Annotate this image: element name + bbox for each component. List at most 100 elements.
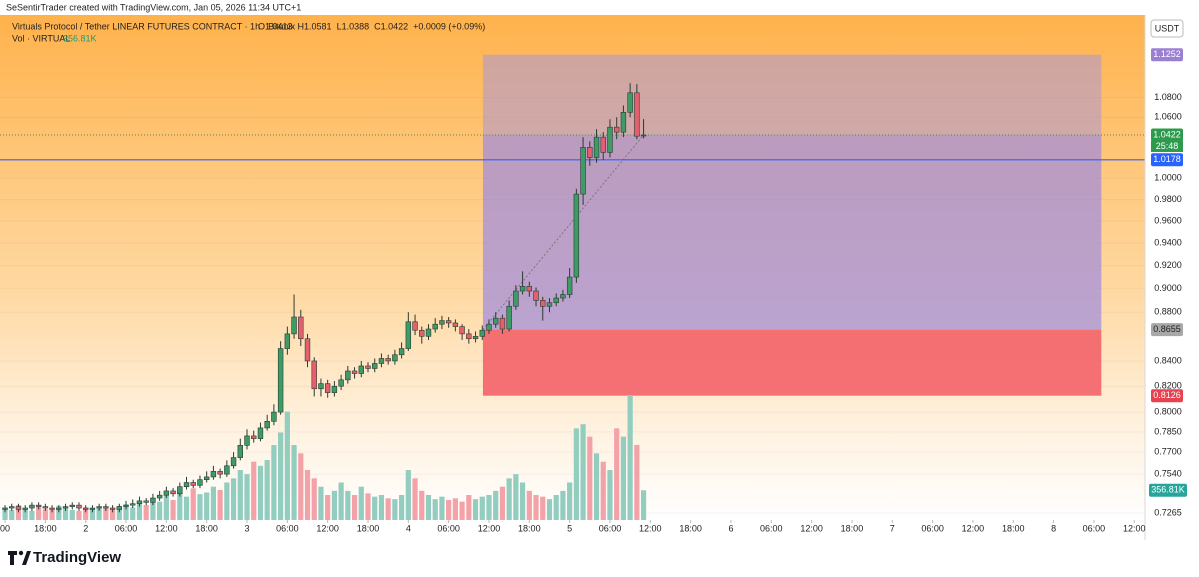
volume-bar: [76, 510, 82, 520]
volume-bar: [150, 498, 156, 520]
volume-bar: [116, 505, 122, 520]
x-tick-label: 06:00: [599, 523, 622, 533]
price-label-box: [1151, 153, 1183, 167]
volume-bar: [567, 482, 573, 520]
x-tick-label: 06:00: [115, 523, 138, 533]
volume-bar: [157, 501, 163, 520]
volume-bar: [600, 461, 606, 520]
ohlc-value: C1.0422: [374, 21, 408, 31]
candle-body: [56, 507, 62, 510]
x-tick-label: 8: [1051, 523, 1056, 533]
candle-body: [183, 482, 190, 488]
candle-body: [593, 136, 600, 158]
volume-bar: [190, 488, 196, 520]
price-label: 0.8655: [1153, 324, 1181, 334]
currency[interactable]: USDT: [1155, 23, 1180, 33]
open-profit-zone: [482, 134, 1102, 330]
countdown: 25:48: [1156, 141, 1179, 151]
volume-bar: [634, 445, 640, 520]
volume-bar: [224, 482, 230, 520]
volume-bar: [533, 495, 539, 520]
volume-bar: [553, 495, 559, 520]
candle-body: [345, 370, 351, 381]
x-tick-label: 2: [83, 523, 88, 533]
volume-bar: [372, 496, 378, 520]
candle-body: [62, 506, 69, 509]
currency-box[interactable]: [1150, 19, 1184, 38]
ohlc-value: O1.0413: [258, 21, 293, 31]
candle-body: [452, 322, 459, 327]
volume-bar: [22, 508, 28, 520]
candle-body: [533, 290, 539, 301]
x-tick-label: 12:00: [639, 523, 662, 533]
volume-bar: [519, 482, 526, 520]
candle-body: [277, 348, 284, 413]
candle-body: [190, 482, 196, 486]
volume-bar: [170, 500, 176, 520]
candle-body: [163, 490, 170, 496]
volume-bar: [136, 503, 143, 520]
candle-body: [150, 497, 156, 503]
y-tick-label: 0.7700: [1154, 447, 1182, 457]
candle-body: [365, 365, 371, 369]
volume-value: 356.81K: [63, 33, 97, 43]
price-label: 1.1252: [1153, 49, 1181, 59]
volume-bar: [109, 510, 116, 520]
volume-bar: [412, 478, 418, 520]
volume-bar: [251, 461, 257, 520]
candle-body: [600, 136, 606, 153]
x-tick-label: 12:00: [800, 523, 823, 533]
volume-bar: [506, 478, 512, 520]
volume-bar: [197, 494, 203, 520]
candle-body: [479, 329, 485, 337]
volume-bar: [298, 453, 304, 520]
candle-body: [177, 486, 183, 495]
candle-body: [486, 323, 492, 331]
y-tick-label: 0.9800: [1154, 194, 1182, 204]
volume-bar: [493, 490, 499, 520]
volume-bar: [96, 506, 102, 520]
candle-body: [640, 134, 647, 137]
volume-bar: [311, 478, 317, 520]
candle-body: [493, 317, 499, 325]
candle-body: [425, 328, 432, 337]
candle-body: [251, 435, 257, 439]
volume-bar: [69, 510, 75, 520]
candle-body: [338, 379, 344, 387]
candle-body: [217, 471, 223, 475]
volume-bar: [237, 470, 243, 520]
volume-bar: [230, 478, 237, 520]
candle-body: [392, 354, 398, 362]
price-label-box: [1151, 48, 1183, 62]
volume-bar: [452, 498, 458, 520]
candle-body: [89, 507, 96, 510]
volume-bar: [183, 496, 190, 520]
candle-body: [116, 506, 123, 510]
volume-bar: [439, 496, 445, 520]
candle-body: [358, 365, 364, 374]
candle-body: [291, 316, 297, 335]
y-tick-label: 1.0000: [1154, 173, 1182, 183]
candle-body: [29, 504, 35, 509]
volume-bar: [472, 499, 479, 520]
x-tick-label: 18:00: [1002, 523, 1025, 533]
volume-bar: [9, 510, 15, 520]
candle-body: [15, 506, 22, 510]
y-tick-label: 0.8200: [1154, 381, 1182, 391]
volume-bar: [432, 499, 438, 520]
candle-body: [210, 471, 217, 478]
candle-body: [143, 500, 149, 503]
volume-bar: [83, 507, 89, 520]
volume-bar: [56, 505, 62, 520]
candle-body: [566, 276, 573, 295]
candle-body: [69, 504, 75, 507]
volume-bar: [291, 445, 297, 520]
candle-body: [385, 358, 391, 362]
candle-body: [318, 383, 324, 390]
x-tick-label: 18:00: [518, 523, 541, 533]
volume-bar: [325, 495, 331, 520]
x-tick-label: 06:00: [276, 523, 299, 533]
target-zone: [482, 54, 1102, 330]
volume-bar: [177, 490, 183, 520]
candle-body: [257, 427, 264, 439]
